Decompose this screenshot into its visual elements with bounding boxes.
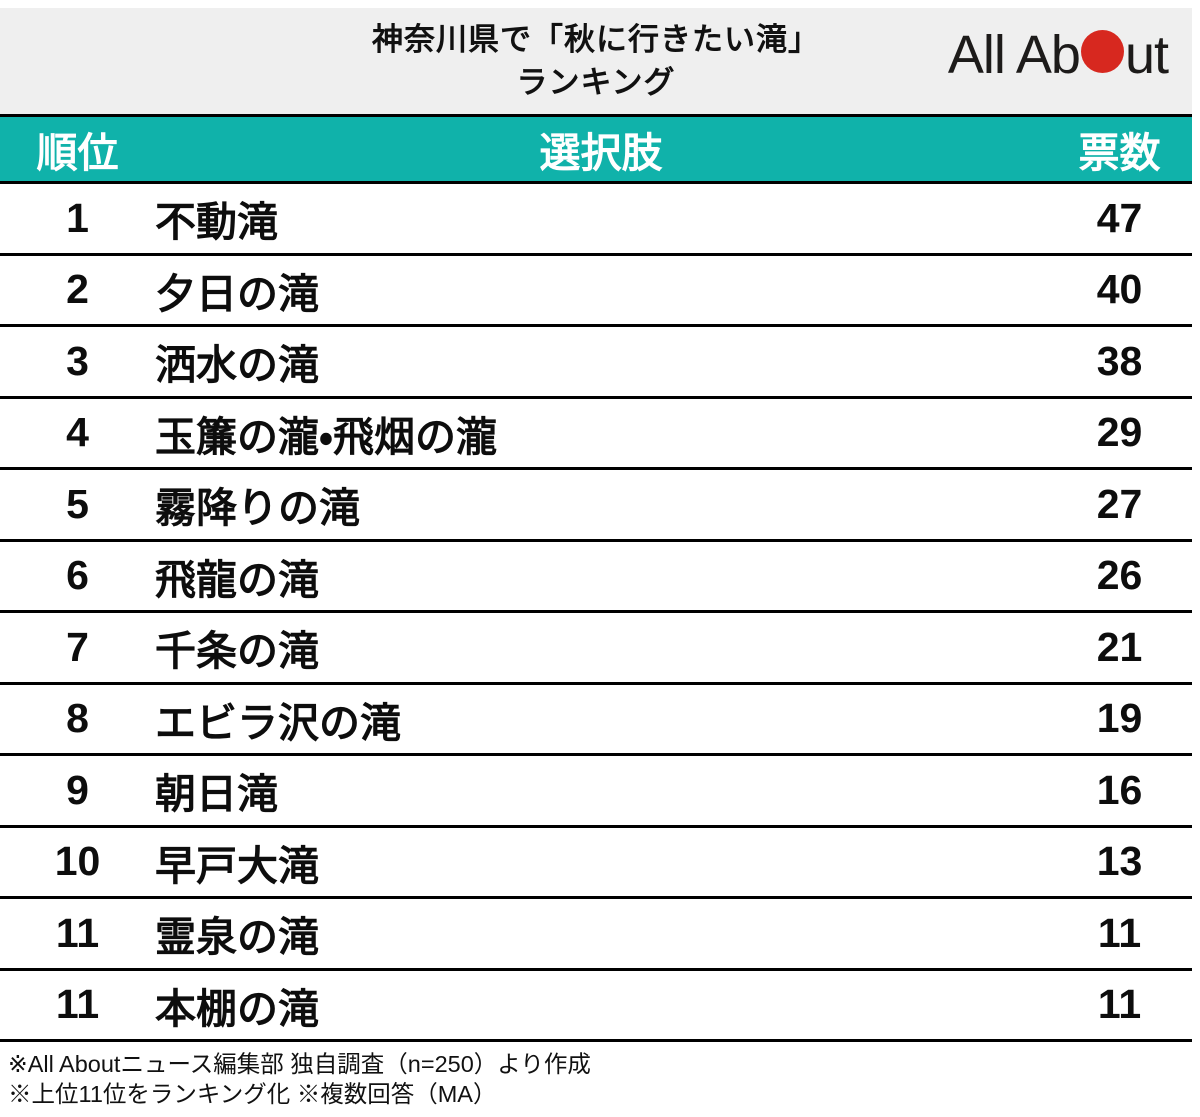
- table-row: 2 夕日の滝 40: [0, 255, 1192, 327]
- footnote-method: ※上位11位をランキング化 ※複数回答（MA）: [8, 1081, 497, 1107]
- rank-cell: 5: [66, 480, 89, 527]
- votes-cell: 38: [1096, 337, 1143, 384]
- table-row: 11 霊泉の滝 11: [0, 899, 1192, 971]
- rank-cell: 3: [66, 337, 89, 384]
- name-cell: 本棚の滝: [155, 985, 319, 1032]
- table-row: 7 千条の滝 21: [0, 613, 1192, 685]
- logo-text-left: All Ab: [947, 25, 1081, 85]
- name-cell: 朝日滝: [155, 771, 278, 818]
- table-row: 8 エビラ沢の滝 19: [0, 684, 1192, 756]
- table-row: 1 不動滝 47: [0, 184, 1192, 256]
- rank-cell: 10: [54, 838, 101, 885]
- logo-text-right: ut: [1124, 25, 1169, 85]
- name-cell: 玉簾の瀧・飛烟の瀧: [155, 413, 497, 460]
- rank-cell: 1: [66, 194, 89, 241]
- rank-cell: 6: [66, 552, 89, 599]
- footnote-source: ※All Aboutニュース編集部 独自調査（n=250）より作成: [8, 1051, 591, 1077]
- name-cell: 霧降りの滝: [155, 485, 360, 532]
- votes-cell: 27: [1096, 480, 1143, 527]
- name-cell: 洒水の滝: [155, 342, 319, 389]
- votes-cell: 11: [1097, 981, 1142, 1028]
- votes-cell: 40: [1096, 266, 1143, 313]
- page-title-line-2: ランキング: [516, 65, 676, 100]
- votes-cell: 29: [1096, 409, 1143, 456]
- name-cell: エビラ沢の滝: [155, 699, 401, 746]
- name-cell: 早戸大滝: [155, 842, 319, 889]
- table-row: 9 朝日滝 16: [0, 756, 1192, 828]
- page-header: 神奈川県で「秋に行きたい滝」 ランキング All Ab ut: [0, 8, 1192, 114]
- rank-cell: 7: [66, 623, 89, 670]
- rank-cell: 8: [66, 695, 89, 742]
- all-about-logo: All Ab ut: [947, 25, 1169, 85]
- name-cell: 夕日の滝: [155, 270, 319, 317]
- rank-cell: 4: [66, 409, 89, 456]
- name-cell: 千条の滝: [155, 628, 319, 675]
- name-cell: 不動滝: [155, 199, 278, 246]
- votes-cell: 47: [1096, 194, 1143, 241]
- column-header-choice: 選択肢: [539, 130, 663, 176]
- table-row: 5 霧降りの滝 27: [0, 470, 1192, 542]
- table-row: 11 本棚の滝 11: [0, 970, 1192, 1042]
- page-title: 神奈川県で「秋に行きたい滝」 ランキング: [0, 8, 1192, 104]
- votes-cell: 11: [1097, 909, 1142, 956]
- votes-cell: 21: [1096, 623, 1143, 670]
- votes-cell: 19: [1096, 695, 1143, 742]
- column-header-votes: 票数: [1078, 130, 1161, 176]
- rank-cell: 2: [66, 266, 89, 313]
- table-row: 3 洒水の滝 38: [0, 327, 1192, 399]
- name-cell: 霊泉の滝: [155, 914, 319, 961]
- rank-cell: 11: [55, 909, 100, 956]
- votes-cell: 26: [1096, 552, 1143, 599]
- rank-cell: 9: [66, 766, 89, 813]
- name-cell: 飛龍の滝: [155, 556, 319, 603]
- footnotes: ※All Aboutニュース編集部 独自調査（n=250）より作成 ※上位11位…: [0, 1042, 1192, 1109]
- table-row: 6 飛龍の滝 26: [0, 541, 1192, 613]
- table-header-row: 順位 選択肢 票数: [0, 114, 1192, 184]
- table-row: 10 早戸大滝 13: [0, 827, 1192, 899]
- rank-cell: 11: [55, 981, 100, 1028]
- votes-cell: 16: [1096, 766, 1143, 813]
- page-title-line-1: 神奈川県で「秋に行きたい滝」: [372, 22, 820, 57]
- table-row: 4 玉簾の瀧・飛烟の瀧 29: [0, 398, 1192, 470]
- votes-cell: 13: [1096, 838, 1143, 885]
- logo-red-dot-icon: [1080, 29, 1124, 73]
- column-header-rank: 順位: [36, 130, 119, 176]
